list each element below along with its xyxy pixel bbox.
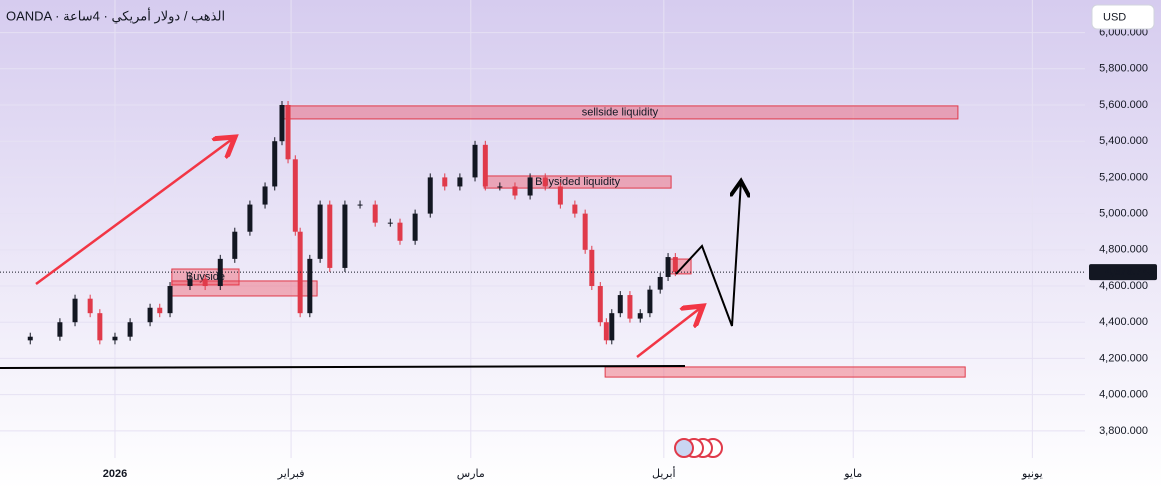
y-tick-label: 4,000.000 bbox=[1099, 389, 1148, 401]
candle bbox=[589, 249, 595, 287]
candle bbox=[603, 322, 609, 341]
liquidity-zone bbox=[604, 366, 966, 378]
candle bbox=[457, 177, 463, 187]
zone-label: sellside liquidity bbox=[582, 106, 659, 118]
last-price-tag bbox=[1089, 264, 1157, 281]
candle bbox=[292, 159, 298, 232]
x-tick-label: مايو bbox=[843, 468, 862, 480]
candle bbox=[542, 177, 548, 187]
candle bbox=[497, 186, 503, 188]
candle bbox=[442, 177, 448, 187]
y-tick-label: 4,800.000 bbox=[1099, 244, 1148, 256]
candle bbox=[285, 104, 291, 160]
y-tick-label: 5,400.000 bbox=[1099, 135, 1148, 147]
candle bbox=[609, 313, 615, 341]
x-tick-label: مارس bbox=[457, 468, 485, 480]
candle bbox=[627, 295, 633, 319]
x-tick-label: أبريل bbox=[652, 466, 676, 480]
y-tick-label: 3,800.000 bbox=[1099, 425, 1148, 437]
candle bbox=[262, 186, 268, 205]
candle bbox=[279, 104, 285, 142]
y-tick-label: 5,200.000 bbox=[1099, 171, 1148, 183]
candle bbox=[97, 313, 103, 341]
candle bbox=[412, 213, 418, 241]
candle bbox=[427, 177, 433, 214]
candle bbox=[272, 141, 278, 187]
candle bbox=[72, 298, 78, 323]
support-line bbox=[0, 365, 686, 369]
chart-title: OANDA · الذهب / دولار أمريكي · 4ساعة bbox=[6, 7, 225, 24]
candle bbox=[187, 278, 193, 287]
candle bbox=[572, 204, 578, 214]
candle bbox=[327, 204, 333, 268]
x-tick-label: 2026 bbox=[103, 468, 127, 480]
y-tick-label: 4,400.000 bbox=[1099, 316, 1148, 328]
x-tick-label: فبراير bbox=[277, 468, 305, 480]
x-tick-label: يونيو bbox=[1021, 468, 1043, 480]
candle bbox=[597, 286, 603, 323]
candle bbox=[557, 186, 563, 205]
candle bbox=[147, 307, 153, 323]
y-tick-label: 5,800.000 bbox=[1099, 63, 1148, 75]
candle bbox=[372, 204, 378, 223]
zone-label: Buysided liquidity bbox=[535, 176, 620, 188]
candle bbox=[472, 144, 478, 178]
candle bbox=[57, 322, 63, 337]
candle bbox=[637, 313, 643, 319]
candle bbox=[657, 276, 663, 290]
y-tick-label: 4,600.000 bbox=[1099, 280, 1148, 292]
candle bbox=[317, 204, 323, 259]
candle bbox=[482, 144, 488, 187]
y-tick-label: 4,200.000 bbox=[1099, 352, 1148, 364]
candle bbox=[127, 322, 133, 337]
candle bbox=[217, 258, 223, 287]
candle bbox=[512, 186, 518, 196]
event-icons bbox=[674, 438, 723, 458]
candle bbox=[647, 289, 653, 314]
candle bbox=[527, 177, 533, 196]
candle bbox=[202, 278, 208, 287]
projection-path bbox=[675, 181, 741, 327]
liquidity-zone bbox=[171, 280, 318, 297]
last-price-label: 4,676.745 bbox=[1105, 266, 1154, 278]
candle bbox=[342, 204, 348, 268]
candle bbox=[232, 231, 238, 259]
candle bbox=[397, 222, 403, 241]
candle bbox=[247, 204, 253, 232]
trend-arrow bbox=[35, 137, 235, 286]
candle bbox=[167, 286, 173, 314]
candle bbox=[672, 257, 678, 273]
candle bbox=[27, 336, 33, 341]
candle bbox=[157, 307, 163, 314]
candle bbox=[87, 298, 93, 314]
candle bbox=[307, 258, 313, 314]
candle bbox=[582, 213, 588, 250]
y-tick-label: 5,600.000 bbox=[1099, 99, 1148, 111]
candle bbox=[112, 336, 118, 341]
currency-label[interactable]: USD bbox=[1103, 11, 1126, 23]
candle bbox=[617, 295, 623, 314]
candle bbox=[357, 204, 363, 206]
currency-button[interactable] bbox=[1091, 4, 1155, 30]
trend-arrow bbox=[636, 306, 703, 358]
candle bbox=[387, 222, 393, 224]
y-tick-label: 5,000.000 bbox=[1099, 208, 1148, 220]
candle bbox=[665, 257, 671, 277]
